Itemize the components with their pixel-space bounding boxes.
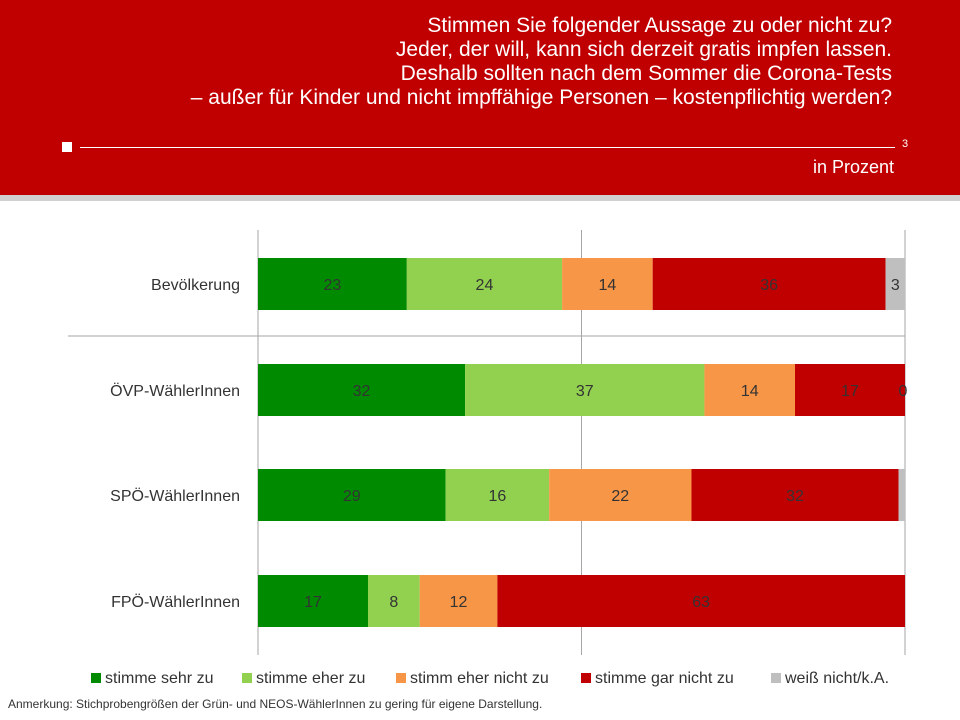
legend-swatch	[396, 673, 406, 683]
data-label: 63	[692, 594, 710, 611]
title-line-1: Stimmen Sie folgender Aussage zu oder ni…	[427, 14, 892, 37]
header-banner: Stimmen Sie folgender Aussage zu oder ni…	[0, 0, 960, 195]
square-bullet-icon	[62, 142, 72, 152]
bar-segment	[898, 469, 905, 521]
legend-swatch	[771, 673, 781, 683]
category-label: SPÖ-WählerInnen	[110, 487, 240, 505]
bar-segment	[497, 575, 905, 627]
bar-segment	[795, 364, 905, 416]
data-label: 29	[343, 488, 361, 505]
data-label: 3	[891, 277, 900, 294]
bar-segment	[258, 469, 446, 521]
unit-label: in Prozent	[812, 157, 894, 177]
bar-segment	[367, 575, 420, 627]
page-number: 3	[902, 138, 909, 150]
data-label: 23	[324, 277, 342, 294]
data-label: 36	[760, 277, 778, 294]
bar-segment	[691, 469, 899, 521]
bar-segment	[549, 469, 692, 521]
legend-label: stimme gar nicht zu	[595, 670, 734, 687]
data-label: 16	[488, 488, 506, 505]
data-label: 17	[841, 383, 859, 400]
bar-segment	[704, 364, 796, 416]
title-line-3: Deshalb sollten nach dem Sommer die Coro…	[400, 62, 892, 85]
title-line-4: – außer für Kinder und nicht impffähige …	[190, 86, 892, 109]
bar-segment	[258, 575, 368, 627]
title-line-2: Jeder, der will, kann sich derzeit grati…	[395, 38, 892, 61]
category-label: ÖVP-WählerInnen	[110, 382, 240, 400]
legend-swatch	[242, 673, 252, 683]
data-label: 32	[353, 383, 371, 400]
header-shadow	[0, 195, 960, 201]
legend-label: stimme sehr zu	[105, 670, 213, 687]
bar-segment	[885, 258, 905, 310]
data-label: 8	[389, 594, 398, 611]
legend-label: stimme eher zu	[256, 670, 365, 687]
data-label: 37	[576, 383, 594, 400]
data-label: 17	[304, 594, 322, 611]
data-label: 32	[786, 488, 804, 505]
data-label: 14	[598, 277, 616, 294]
data-label: 0	[899, 383, 908, 400]
category-label: FPÖ-WählerInnen	[111, 593, 240, 611]
bar-segment	[258, 258, 407, 310]
legend-label: stimm eher nicht zu	[410, 670, 549, 687]
bar-segment	[419, 575, 498, 627]
legend-label: weiß nicht/k.A.	[784, 670, 889, 687]
footnote: Anmerkung: Stichprobengrößen der Grün- u…	[8, 697, 543, 711]
bar-segment	[406, 258, 563, 310]
data-label: 24	[476, 277, 494, 294]
data-label: 22	[611, 488, 629, 505]
legend-swatch	[91, 673, 101, 683]
chart-title: Stimmen Sie folgender Aussage zu oder ni…	[191, 14, 892, 110]
data-label: 12	[450, 594, 468, 611]
bar-segment	[465, 364, 705, 416]
bar-segment	[445, 469, 550, 521]
data-label: 14	[741, 383, 759, 400]
bar-segment	[652, 258, 886, 310]
header-divider	[80, 147, 895, 148]
bar-segment	[562, 258, 653, 310]
category-label: Bevölkerung	[151, 277, 240, 294]
bar-segment	[258, 364, 466, 416]
legend-swatch	[581, 673, 591, 683]
